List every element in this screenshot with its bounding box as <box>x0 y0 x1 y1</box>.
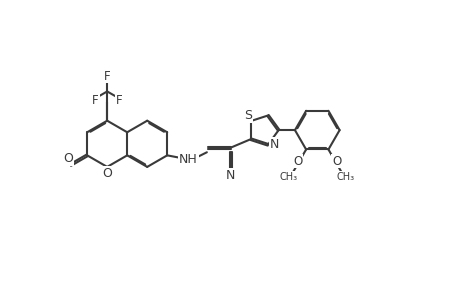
Text: O: O <box>293 155 302 168</box>
Text: F: F <box>115 94 122 106</box>
Text: O: O <box>63 152 73 165</box>
Text: F: F <box>104 70 110 83</box>
Text: CH₃: CH₃ <box>336 172 354 182</box>
Text: CH₃: CH₃ <box>279 172 297 182</box>
Text: F: F <box>92 94 99 106</box>
Text: N: N <box>225 169 235 182</box>
Text: O: O <box>331 155 341 168</box>
Text: N: N <box>269 138 278 151</box>
Text: O: O <box>101 167 112 180</box>
Text: S: S <box>244 109 252 122</box>
Text: NH: NH <box>179 153 197 166</box>
